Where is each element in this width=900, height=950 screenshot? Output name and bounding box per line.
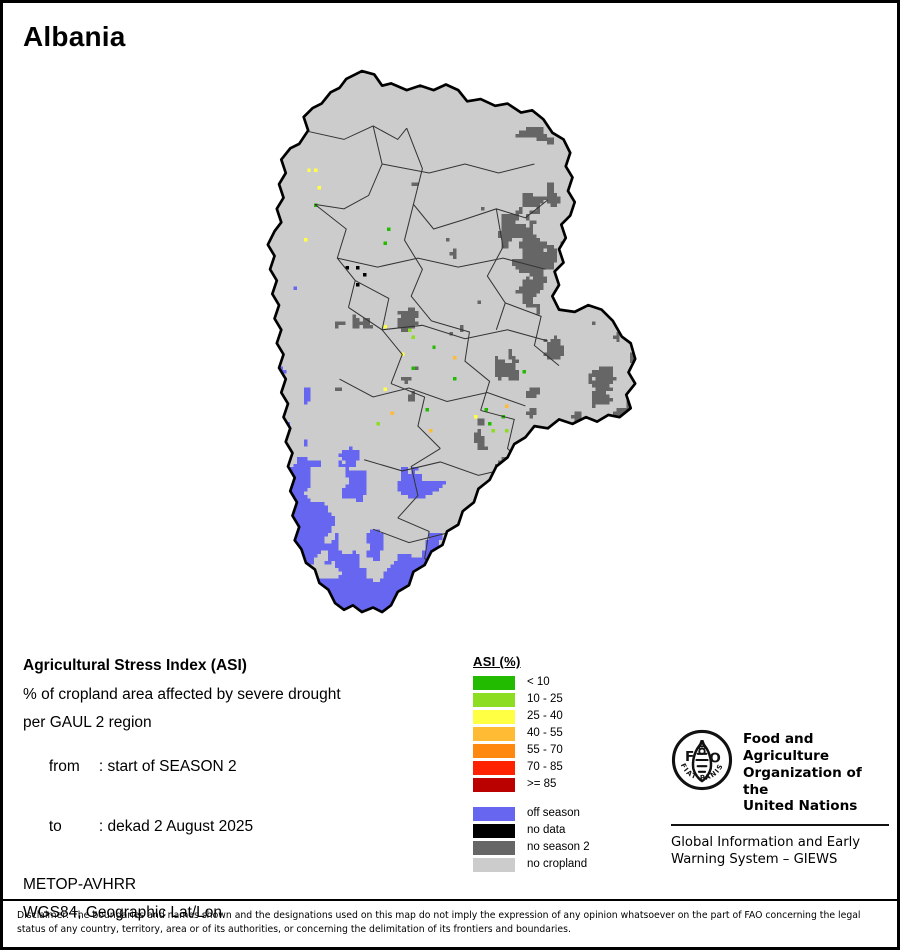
legend-item-class-6: >= 85: [473, 776, 643, 793]
legend-label: 55 - 70: [527, 743, 563, 756]
legend-item-class-2: 25 - 40: [473, 708, 643, 725]
fao-organization-name: Food and Agriculture Organization of the…: [743, 729, 889, 815]
sensor-label: METOP-AVHRR: [23, 875, 137, 893]
fao-logo-icon: F A O FIAT PANIS: [671, 729, 733, 791]
fao-divider: [671, 824, 889, 827]
legend-item-class-4: 55 - 70: [473, 742, 643, 759]
legend-swatch: [473, 675, 515, 690]
description-spacer: [23, 863, 453, 877]
giews-name: Global Information and Early Warning Sys…: [671, 834, 889, 868]
legend-label: no cropland: [527, 857, 588, 870]
legend-item-class-3: 40 - 55: [473, 725, 643, 742]
legend-item-status-3: no cropland: [473, 856, 643, 873]
legend-label: 10 - 25: [527, 692, 563, 705]
page-title: Albania: [23, 21, 126, 52]
map-legend: ASI (%) < 10 10 - 25 25 - 40 40 - 55 55 - 70…: [473, 655, 643, 873]
giews-line-2: Warning System – GIEWS: [671, 852, 838, 868]
legend-swatch: [473, 760, 515, 775]
legend-swatch: [473, 823, 515, 838]
legend-item-class-1: 10 - 25: [473, 691, 643, 708]
period-to: to : dekad 2 August 2025: [23, 803, 453, 850]
period-from-key: from: [48, 758, 80, 775]
legend-item-status-2: no season 2: [473, 839, 643, 856]
disclaimer-text: Disclaimer: The boundaries and names sho…: [17, 910, 861, 936]
legend-swatch: [473, 692, 515, 707]
legend-swatch: [473, 840, 515, 855]
legend-label: no data: [527, 823, 566, 836]
legend-spacer: [473, 793, 643, 805]
period-to-key: to: [48, 817, 62, 835]
fao-branding: F A O FIAT PANIS Food and Agriculture Or…: [671, 729, 889, 869]
legend-title: ASI (%): [473, 654, 521, 669]
legend-label: 25 - 40: [527, 709, 563, 722]
fao-name-line-3: United Nations: [743, 798, 858, 815]
projection-label: WGS84, Geographic Lat/Lon: [23, 904, 223, 921]
legend-label: 70 - 85: [527, 760, 563, 773]
legend-swatch: [473, 709, 515, 724]
legend-class-list: < 10 10 - 25 25 - 40 40 - 55 55 - 70 70 - 85 >…: [473, 674, 643, 793]
period-from-value: : start of SEASON 2: [98, 758, 237, 775]
legend-item-status-0: off season: [473, 805, 643, 822]
period-to-value: : dekad 2 August 2025: [98, 817, 254, 835]
legend-label: >= 85: [527, 777, 557, 790]
raster-cells: [267, 71, 636, 613]
legend-label: 40 - 55: [527, 726, 563, 739]
country-outline: [266, 69, 637, 614]
giews-line-1: Global Information and Early: [671, 835, 861, 851]
legend-label: < 10: [527, 675, 550, 688]
legend-swatch: [473, 806, 515, 821]
description-line-1: % of cropland area affected by severe dr…: [23, 685, 341, 703]
legend-swatch: [473, 726, 515, 741]
legend-swatch: [473, 857, 515, 872]
map-description: Agricultural Stress Index (ASI) % of cro…: [23, 658, 453, 934]
legend-swatch: [473, 743, 515, 758]
legend-item-class-5: 70 - 85: [473, 759, 643, 776]
description-heading: Agricultural Stress Index (ASI): [23, 657, 247, 674]
legend-item-class-0: < 10: [473, 674, 643, 691]
fao-name-line-1: Food and Agriculture: [743, 731, 830, 764]
legend-label: off season: [527, 806, 580, 819]
disclaimer-divider: [3, 899, 897, 901]
albania-choropleth: [266, 69, 637, 614]
legend-status-list: off season no data no season 2 no cropland: [473, 805, 643, 873]
legend-label: no season 2: [527, 840, 590, 853]
asi-map: [261, 61, 651, 621]
period-from: from : start of SEASON 2: [23, 744, 453, 791]
description-line-2: per GAUL 2 region: [23, 714, 152, 731]
legend-item-status-1: no data: [473, 822, 643, 839]
legend-swatch: [473, 777, 515, 792]
fao-name-line-2: Organization of the: [743, 764, 862, 798]
